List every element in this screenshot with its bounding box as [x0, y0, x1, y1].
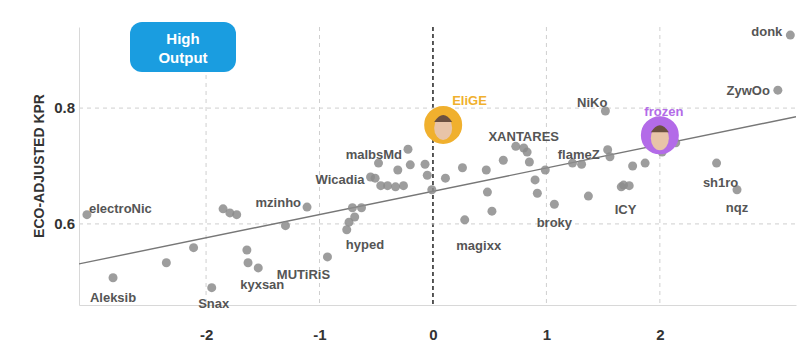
- point: [254, 263, 263, 272]
- point: [641, 159, 650, 168]
- badge-box: [130, 22, 236, 72]
- point: [460, 215, 469, 224]
- tick-label: 0.6: [54, 215, 75, 232]
- tick: 0.8: [54, 99, 79, 116]
- y-axis-title: ECO-ADJUSTED KPR: [31, 94, 47, 238]
- point: [423, 171, 432, 180]
- annotation-badge: HighOutput: [130, 22, 236, 72]
- point: [281, 221, 290, 230]
- point-label: Wicadia: [316, 172, 366, 187]
- point: [391, 182, 400, 191]
- point-label: hyped: [346, 237, 384, 252]
- point: [541, 166, 550, 175]
- point: [244, 258, 253, 267]
- point: [786, 31, 795, 40]
- point: [399, 181, 408, 190]
- point: [523, 148, 532, 157]
- point: [531, 175, 540, 184]
- avatar-face: [651, 126, 669, 150]
- point-label: ICY: [615, 202, 637, 217]
- point: [533, 189, 542, 198]
- point-label: Aleksib: [90, 290, 136, 305]
- point: [773, 86, 782, 95]
- tick-label: -2: [200, 326, 213, 343]
- point: [348, 203, 357, 212]
- point: [371, 174, 380, 183]
- point-label: magixx: [456, 238, 502, 253]
- tick-label: 2: [656, 326, 664, 343]
- point: [525, 157, 534, 166]
- x-axis: -2 -1 0 1 2: [80, 305, 797, 343]
- badge-text: HighOutput: [158, 30, 207, 66]
- y-axis: 0.6 0.8: [54, 28, 79, 306]
- point: [617, 182, 626, 191]
- point: [383, 181, 392, 190]
- point: [232, 210, 241, 219]
- point: [242, 245, 251, 254]
- tick-label: -1: [313, 326, 326, 343]
- point: [207, 283, 216, 292]
- point: [441, 174, 450, 183]
- point: [458, 163, 467, 172]
- point-label: malbsMd: [346, 147, 402, 162]
- point: [421, 160, 430, 169]
- avatar-hair: [651, 125, 669, 132]
- axis-line-x: [80, 305, 797, 306]
- point: [162, 258, 171, 267]
- tick: 1: [543, 305, 551, 343]
- point: [303, 203, 312, 212]
- avatar-point: [425, 107, 461, 143]
- point-label: electroNic: [89, 201, 152, 216]
- point: [712, 159, 721, 168]
- grid-line-x: [319, 27, 320, 305]
- point: [350, 212, 359, 221]
- grid-line-x: [659, 27, 660, 305]
- tick-label: 1: [543, 326, 551, 343]
- tick-label: 0.8: [54, 99, 75, 116]
- point: [625, 181, 634, 190]
- point-label: MUTiRiS: [277, 267, 331, 282]
- zero-line: [432, 27, 434, 305]
- tick-label: 0: [429, 326, 437, 343]
- tick: 0.6: [54, 215, 79, 232]
- point-label: frozen: [644, 104, 683, 119]
- point-label: donk: [751, 24, 783, 39]
- point-label: sh1ro: [703, 175, 738, 190]
- tick: -1: [313, 305, 326, 343]
- point-label: ZywOo: [727, 83, 770, 98]
- point: [584, 192, 593, 201]
- point: [605, 152, 614, 161]
- avatar-point: [642, 117, 678, 153]
- point: [427, 185, 436, 194]
- point: [499, 156, 508, 165]
- point: [628, 162, 637, 171]
- point: [109, 273, 118, 282]
- point: [482, 166, 491, 175]
- point-label: broky: [537, 215, 573, 230]
- point: [189, 243, 198, 252]
- point-label: XANTARES: [488, 129, 559, 144]
- point: [357, 203, 366, 212]
- tick: 0: [429, 305, 437, 343]
- point-label: flameZ: [558, 147, 600, 162]
- point-label: mzinho: [256, 195, 302, 210]
- grid-line-y: [79, 223, 796, 224]
- point-label: Snax: [198, 296, 230, 311]
- avatar-hair: [434, 115, 452, 122]
- point: [404, 145, 413, 154]
- point: [487, 207, 496, 216]
- point-label: nqz: [726, 200, 749, 215]
- point: [406, 160, 415, 169]
- point-label: NiKo: [577, 95, 607, 110]
- point: [483, 188, 492, 197]
- point: [550, 200, 559, 209]
- point-label: EliGE: [452, 93, 487, 108]
- point: [342, 225, 351, 234]
- avatar-face: [434, 116, 452, 140]
- tick: 2: [656, 305, 664, 343]
- point: [323, 252, 332, 261]
- point: [393, 166, 402, 175]
- point-label: kyxsan: [240, 277, 284, 292]
